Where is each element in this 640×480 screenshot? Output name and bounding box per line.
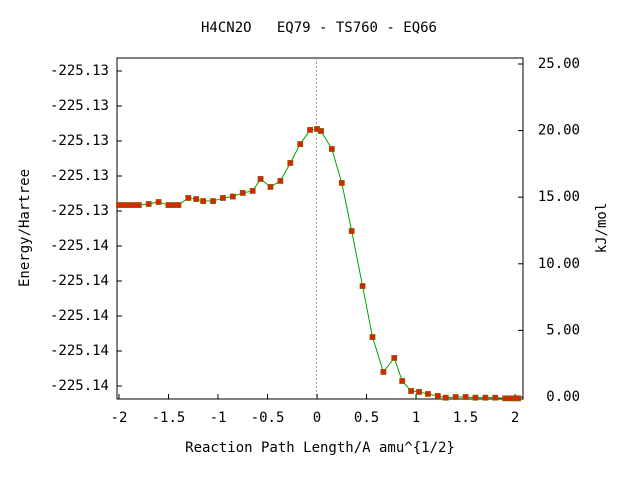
x-tick-label: -1 — [210, 410, 227, 426]
point-marker — [348, 228, 355, 234]
point-marker — [193, 196, 200, 202]
chart-title: H4CN2O EQ79 - TS760 - EQ66 — [201, 20, 437, 36]
point-marker — [229, 193, 236, 200]
point-marker — [391, 355, 398, 361]
point-marker — [200, 198, 207, 204]
x-tick-label: 1 — [412, 410, 420, 426]
y-axis-label: Energy/Hartree — [17, 169, 33, 287]
point-marker — [399, 378, 406, 384]
point-marker — [249, 188, 256, 194]
point-marker — [287, 160, 294, 166]
y2-tick-label: 0.00 — [546, 389, 580, 405]
x-tick-label: 2 — [511, 410, 519, 426]
point-marker — [277, 178, 284, 184]
point-marker — [185, 195, 192, 201]
point-marker — [125, 202, 132, 208]
point-marker — [116, 202, 122, 208]
point-marker — [492, 394, 499, 401]
point-marker — [416, 389, 422, 395]
y-tick-label: -225.14 — [50, 343, 109, 359]
point-marker — [442, 394, 449, 401]
x-tick-label: -0.5 — [251, 410, 285, 426]
plot-frame — [116, 57, 524, 400]
point-marker — [507, 395, 514, 402]
point-marker — [170, 202, 177, 208]
y2-tick-label: 15.00 — [538, 189, 580, 205]
y2-tick-label: 5.00 — [546, 322, 580, 338]
point-marker — [502, 395, 509, 402]
x-tick-label: 0 — [313, 410, 321, 426]
y-tick-label: -225.13 — [50, 98, 109, 114]
y2-tick-label: 10.00 — [538, 256, 580, 272]
point-marker — [338, 180, 345, 186]
point-marker — [135, 202, 142, 208]
point-marker — [328, 146, 335, 152]
point-marker — [452, 394, 459, 400]
point-marker — [359, 283, 366, 289]
x-tick-label: 0.5 — [354, 410, 379, 426]
point-marker — [267, 184, 274, 190]
y-tick-label: -225.14 — [50, 273, 109, 289]
point-marker — [515, 395, 521, 402]
point-marker — [482, 394, 489, 401]
point-marker — [121, 202, 127, 208]
y-tick-label: -225.14 — [50, 308, 109, 324]
y2-axis-label: kJ/mol — [594, 203, 610, 254]
point-marker — [220, 195, 226, 201]
point-marker — [307, 127, 313, 133]
y-tick-label: -225.13 — [50, 203, 109, 219]
point-marker — [380, 369, 387, 375]
y-tick-label: -225.14 — [50, 238, 109, 254]
point-marker — [369, 334, 376, 340]
x-tick-label: -1.5 — [152, 410, 186, 426]
point-marker — [239, 190, 246, 196]
y-tick-label: -225.13 — [50, 168, 109, 184]
point-marker — [175, 202, 182, 208]
x-tick-label: 1.5 — [453, 410, 478, 426]
point-marker — [257, 176, 264, 182]
point-marker — [210, 198, 216, 204]
point-marker — [297, 141, 304, 147]
y2-tick-label: 20.00 — [538, 123, 580, 139]
y-tick-label: -225.14 — [50, 378, 109, 394]
point-marker — [155, 199, 162, 205]
x-axis-label: Reaction Path Length/A amu^{1/2} — [185, 440, 455, 456]
point-marker — [130, 202, 137, 208]
point-marker — [318, 128, 324, 134]
point-marker — [145, 201, 152, 207]
point-marker — [408, 388, 415, 394]
x-tick-label: -2 — [111, 410, 128, 426]
point-marker — [425, 391, 431, 397]
point-marker — [434, 393, 441, 399]
y-tick-label: -225.13 — [50, 63, 109, 79]
y-tick-label: -225.13 — [50, 133, 109, 149]
y2-tick-label: 25.00 — [538, 56, 580, 72]
point-marker — [462, 394, 469, 400]
point-marker — [472, 394, 479, 401]
energy-curve — [118, 128, 519, 399]
point-marker — [165, 202, 172, 208]
